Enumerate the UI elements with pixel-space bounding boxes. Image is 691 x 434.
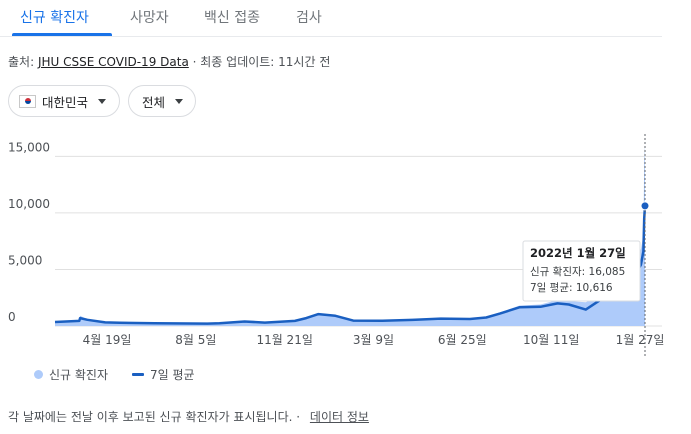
korea-flag-icon <box>19 94 36 108</box>
tab-deaths[interactable]: 사망자 <box>130 10 169 26</box>
chevron-down-icon <box>175 98 184 104</box>
scope-selected: 전체 <box>142 94 166 110</box>
tooltip-date: 2022년 1월 27일 <box>530 246 626 260</box>
x-tick-label: 8월 5일 <box>175 333 216 347</box>
active-tab-indicator <box>12 33 112 36</box>
legend-avg: 7일 평균 <box>132 366 195 383</box>
y-tick-label: 5,000 <box>8 253 42 267</box>
y-tick-label: 15,000 <box>8 140 50 154</box>
footer-note: 각 날짜에는 전날 이후 보고된 신규 확진자가 표시됩니다. · 데이터 정보 <box>8 408 369 425</box>
y-tick-label: 0 <box>8 310 16 324</box>
source-link[interactable]: JHU CSSE COVID-19 Data <box>37 55 189 69</box>
tab-tests[interactable]: 검사 <box>296 10 322 26</box>
x-tick-label: 6월 25일 <box>438 333 487 347</box>
region-dropdown[interactable]: 대한민국 <box>8 85 120 117</box>
region-selected: 대한민국 <box>42 94 89 110</box>
tooltip-cases: 신규 확진자: 16,085 <box>530 265 625 278</box>
hover-point <box>640 201 650 211</box>
tab-new-cases[interactable]: 신규 확진자 <box>20 10 89 26</box>
legend-line-icon <box>132 373 144 376</box>
tooltip-box <box>522 240 641 302</box>
source-line: 출처: JHU CSSE COVID-19 Data · 최종 업데이트: 11… <box>8 53 330 70</box>
chevron-down-icon <box>98 98 107 104</box>
source-prefix: 출처: <box>8 55 35 69</box>
metric-tabs: 신규 확진자 사망자 백신 접종 검사 <box>0 0 662 37</box>
legend-dot-icon <box>34 370 43 379</box>
footer-text: 각 날짜에는 전날 이후 보고된 신규 확진자가 표시됩니다. · <box>8 410 301 424</box>
tooltip-avg: 7일 평균: 10,616 <box>530 281 613 294</box>
tab-vaccination[interactable]: 백신 접종 <box>204 10 260 26</box>
legend-cases: 신규 확진자 <box>34 366 108 383</box>
legend-avg-label: 7일 평균 <box>150 368 195 382</box>
x-tick-label: 11월 21일 <box>256 333 312 347</box>
x-tick-label: 1월 27일 <box>616 333 665 347</box>
legend-cases-label: 신규 확진자 <box>49 368 109 382</box>
last-updated: · 최종 업데이트: 11시간 전 <box>192 55 331 69</box>
series-cases-area <box>55 144 645 326</box>
x-tick-label: 4월 19일 <box>83 333 132 347</box>
cases-chart[interactable]: 0 5,000 10,000 15,000 4월 19일 8월 5일 11월 21일 3월 9… <box>0 128 691 360</box>
scope-dropdown[interactable]: 전체 <box>128 85 196 117</box>
y-tick-label: 10,000 <box>8 197 50 211</box>
data-info-link[interactable]: 데이터 정보 <box>309 410 369 424</box>
x-tick-label: 3월 9일 <box>353 333 394 347</box>
x-tick-label: 10월 11일 <box>523 333 579 347</box>
